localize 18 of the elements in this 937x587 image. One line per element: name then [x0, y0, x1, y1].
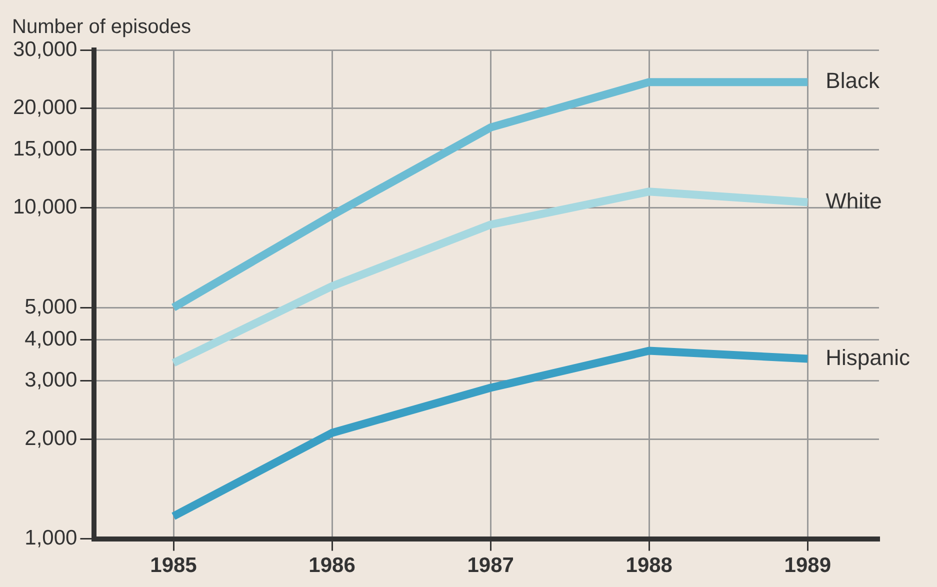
- series-label: Hispanic: [826, 344, 910, 370]
- y-tick-label: 4,000: [24, 327, 78, 350]
- y-tick-label: 15,000: [12, 137, 78, 160]
- x-tick-label: 1989: [784, 554, 832, 578]
- y-tick-label: 3,000: [24, 368, 78, 392]
- y-tick-label: 20,000: [12, 96, 78, 120]
- x-tick-label: 1988: [626, 554, 673, 578]
- y-tick-label: 30,000: [12, 38, 78, 61]
- y-axis-title: Number of episodes: [12, 16, 191, 38]
- x-tick-label: 1986: [308, 554, 356, 578]
- series-label: Black: [826, 68, 880, 94]
- x-tick-label: 1985: [150, 554, 198, 578]
- y-tick-label: 1,000: [24, 526, 78, 550]
- y-tick-label: 2,000: [24, 426, 78, 450]
- series-label: White: [826, 188, 882, 214]
- y-tick-label: 5,000: [24, 295, 78, 318]
- y-tick-label: 10,000: [12, 196, 78, 219]
- x-tick-label: 1987: [467, 554, 514, 578]
